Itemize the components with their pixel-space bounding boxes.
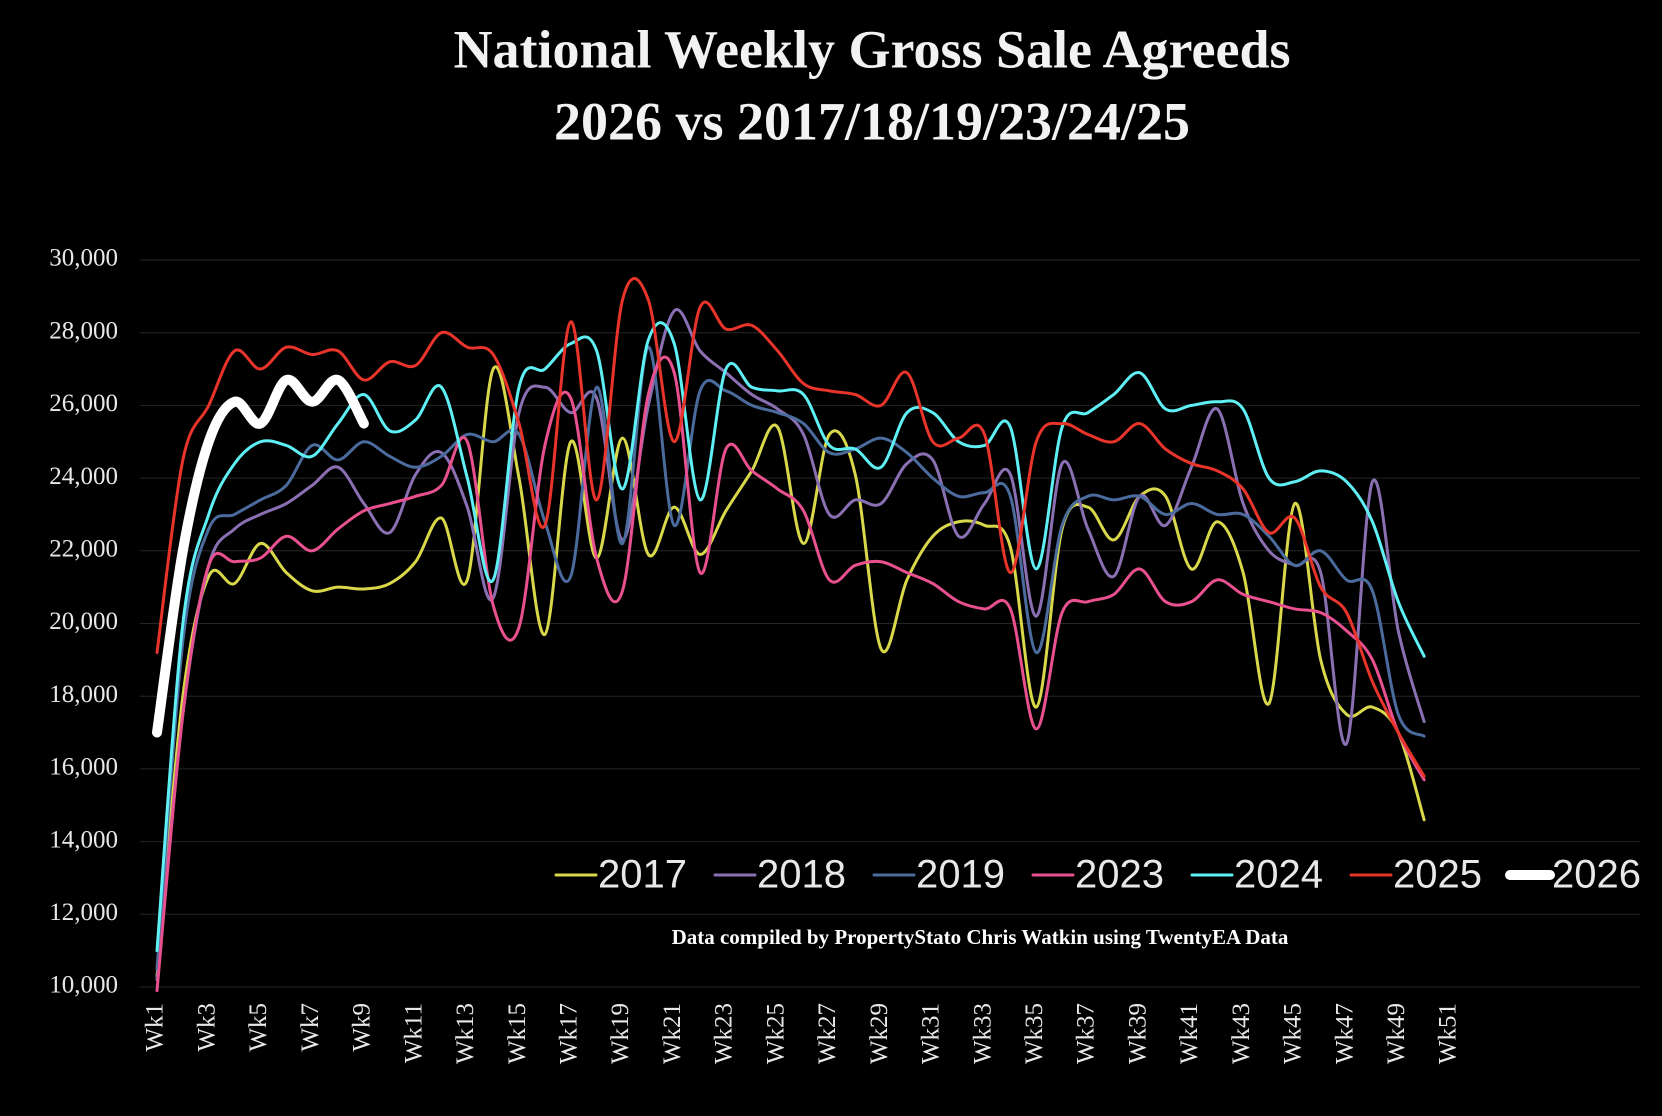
source-note: Data compiled by PropertyStato Chris Wat… [672, 925, 1289, 949]
series-line [155, 355, 1426, 993]
x-tick-label: Wk21 [659, 1003, 686, 1064]
y-tick-label: 20,000 [49, 608, 118, 635]
x-tick-label: Wk17 [555, 1003, 582, 1064]
x-tick-label: Wk43 [1228, 1003, 1255, 1064]
series-line [155, 365, 1426, 978]
x-tick-label: Wk1 [142, 1003, 169, 1052]
y-tick-label: 14,000 [49, 826, 118, 853]
chart-subtitle: 2026 vs 2017/18/19/23/24/25 [554, 91, 1190, 151]
y-tick-label: 28,000 [49, 317, 118, 344]
x-tick-label: Wk29 [866, 1003, 893, 1064]
y-tick-label: 30,000 [49, 245, 118, 272]
y-tick-label: 22,000 [49, 536, 118, 563]
legend-label: 2018 [757, 853, 846, 897]
series-line [155, 308, 1426, 982]
x-tick-label: Wk31 [918, 1003, 945, 1064]
x-tick-label: Wk47 [1331, 1003, 1358, 1064]
series-line [152, 374, 369, 738]
y-tick-label: 10,000 [49, 972, 118, 999]
series-line [155, 276, 1426, 778]
series-line [155, 321, 1426, 953]
y-tick-label: 16,000 [49, 754, 118, 781]
legend-label: 2026 [1552, 853, 1641, 897]
legend-label: 2024 [1234, 853, 1323, 897]
legend-label: 2019 [916, 853, 1005, 897]
x-tick-label: Wk37 [1073, 1003, 1100, 1064]
y-tick-label: 18,000 [49, 681, 118, 708]
x-tick-label: Wk25 [762, 1003, 789, 1064]
x-tick-label: Wk7 [297, 1003, 324, 1052]
series-line [155, 345, 1426, 971]
chart-title: National Weekly Gross Sale Agreeds [453, 19, 1290, 79]
x-tick-label: Wk19 [607, 1003, 634, 1064]
x-tick-label: Wk49 [1383, 1003, 1410, 1064]
x-tick-label: Wk41 [1176, 1003, 1203, 1064]
x-tick-label: Wk9 [349, 1003, 376, 1052]
legend-label: 2023 [1075, 853, 1164, 897]
x-tick-label: Wk27 [814, 1003, 841, 1064]
x-tick-label: Wk3 [193, 1003, 220, 1052]
x-tick-label: Wk13 [452, 1003, 479, 1064]
x-tick-label: Wk15 [504, 1003, 531, 1064]
x-tick-label: Wk39 [1124, 1003, 1151, 1064]
y-tick-label: 12,000 [49, 899, 118, 926]
x-tick-label: Wk11 [400, 1003, 427, 1063]
y-tick-label: 26,000 [49, 390, 118, 417]
x-tick-label: Wk23 [711, 1003, 738, 1064]
x-tick-label: Wk45 [1280, 1003, 1307, 1064]
y-tick-label: 24,000 [49, 463, 118, 490]
x-tick-label: Wk5 [245, 1003, 272, 1052]
x-tick-label: Wk51 [1435, 1003, 1462, 1064]
x-tick-label: Wk35 [1021, 1003, 1048, 1064]
legend-label: 2017 [598, 853, 687, 897]
x-tick-label: Wk33 [969, 1003, 996, 1064]
legend-label: 2025 [1393, 853, 1482, 897]
